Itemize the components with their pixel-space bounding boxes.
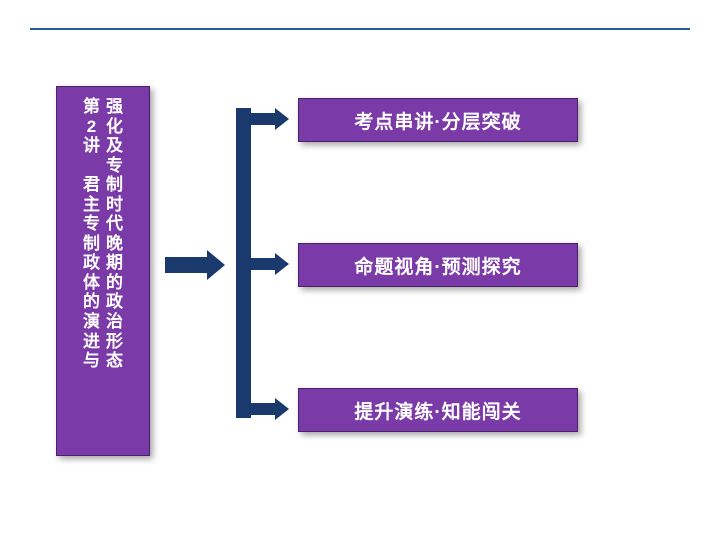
header-divider [30,28,690,30]
section-box-1[interactable]: 考点串讲·分层突破 [298,98,578,142]
section-box-3[interactable]: 提升演练·知能闯关 [298,388,578,432]
arrow-branch-3 [251,398,289,420]
title-column-1: 第2讲 君主专制政体的演进与 [83,97,100,371]
arrow-branch-2 [251,253,289,275]
connector-vertical [236,108,251,418]
arrow-branch-1 [251,108,289,130]
title-column-2: 强化及专制时代晚期的政治形态 [106,97,123,371]
section-box-2[interactable]: 命题视角·预测探究 [298,243,578,287]
chapter-title-box: 第2讲 君主专制政体的演进与 强化及专制时代晚期的政治形态 [56,86,150,456]
arrow-main [165,250,225,280]
